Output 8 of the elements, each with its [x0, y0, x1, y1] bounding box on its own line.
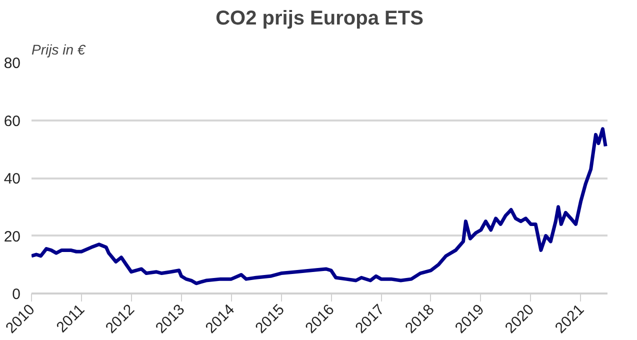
y-tick-label: 80	[4, 55, 21, 72]
y-tick-label: 20	[4, 228, 21, 246]
y-axis-title: Prijs in €	[32, 42, 86, 58]
chart-title: CO2 prijs Europa ETS	[216, 8, 424, 30]
y-tick-label: 40	[4, 170, 21, 188]
y-tick-label: 0	[12, 286, 20, 303]
y-tick-label: 60	[4, 112, 21, 130]
line-series	[32, 127, 608, 286]
